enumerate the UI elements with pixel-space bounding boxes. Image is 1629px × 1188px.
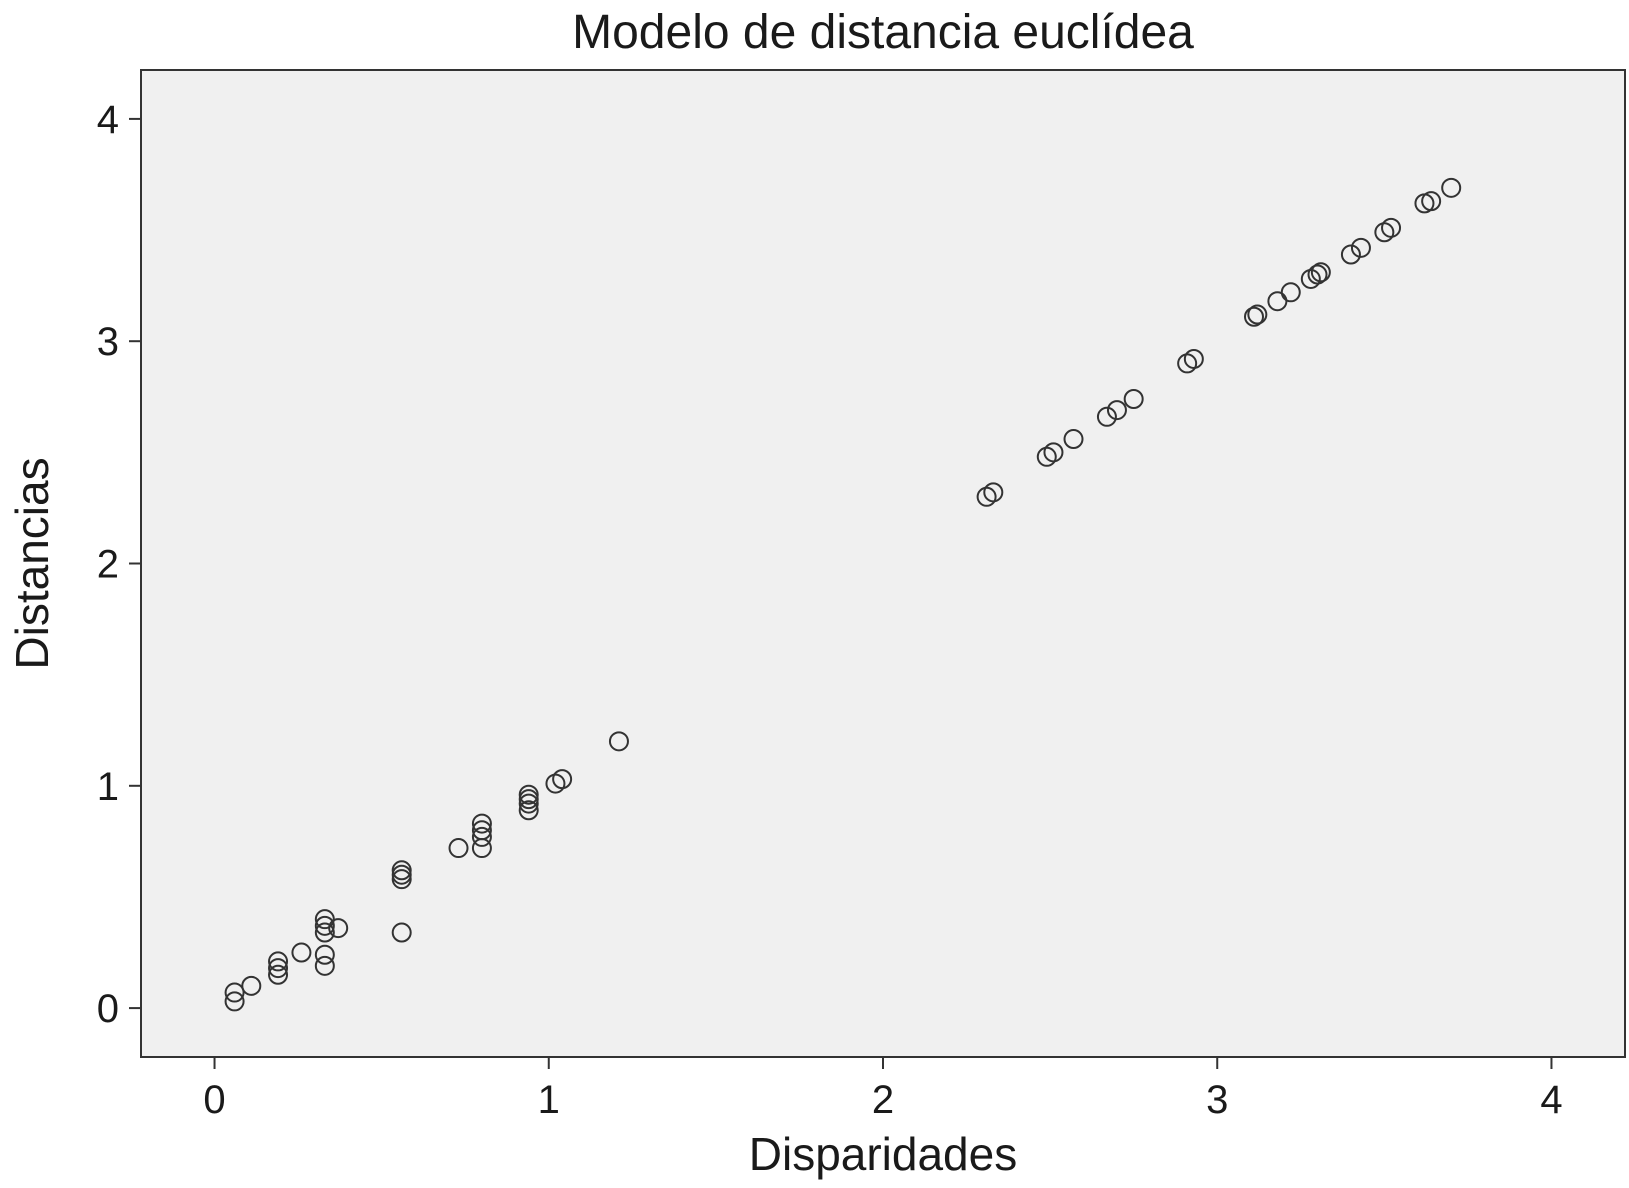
- data-point: [224, 991, 245, 1012]
- data-point: [471, 826, 492, 847]
- x-tick-label: 3: [1206, 1078, 1228, 1122]
- data-point: [518, 800, 539, 821]
- data-point: [471, 813, 492, 834]
- data-point: [518, 793, 539, 814]
- data-point: [314, 955, 335, 976]
- data-point: [314, 922, 335, 943]
- data-point: [268, 958, 289, 979]
- data-point: [391, 922, 412, 943]
- data-point: [1183, 348, 1204, 369]
- data-point: [268, 951, 289, 972]
- data-point: [1350, 237, 1371, 258]
- y-tick-label: 3: [97, 320, 119, 364]
- data-point: [518, 784, 539, 805]
- data-point: [391, 869, 412, 890]
- chart-title: Modelo de distancia euclídea: [572, 6, 1194, 59]
- data-point: [1106, 400, 1127, 421]
- data-point: [448, 838, 469, 859]
- x-tick-label: 0: [203, 1078, 225, 1122]
- y-tick-label: 2: [97, 543, 119, 587]
- x-tick-label: 4: [1540, 1078, 1562, 1122]
- y-axis-label: Distancias: [6, 457, 58, 669]
- data-point: [518, 789, 539, 810]
- data-point: [1247, 304, 1268, 325]
- data-point: [1381, 217, 1402, 238]
- data-point: [391, 860, 412, 881]
- data-point: [608, 731, 629, 752]
- x-tick-label: 2: [872, 1078, 894, 1122]
- data-point: [1441, 177, 1462, 198]
- data-point: [391, 864, 412, 885]
- x-tick-label: 1: [538, 1078, 560, 1122]
- data-point: [1280, 282, 1301, 303]
- data-point: [1421, 191, 1442, 212]
- data-point: [983, 482, 1004, 503]
- data-points: [224, 177, 1462, 1012]
- y-tick-label: 1: [97, 765, 119, 809]
- data-point: [471, 820, 492, 841]
- y-tick-label: 4: [97, 98, 119, 142]
- data-point: [291, 942, 312, 963]
- data-point: [224, 982, 245, 1003]
- data-point: [268, 964, 289, 985]
- plot-area: [140, 69, 1626, 1058]
- data-point: [1340, 244, 1361, 265]
- data-point: [314, 944, 335, 965]
- data-point: [1244, 306, 1264, 327]
- data-point: [552, 769, 573, 790]
- data-point: [1043, 442, 1064, 463]
- axis-ticks: 0 1 2 3 4 0 1 2 3 4: [97, 98, 1563, 1122]
- data-point: [328, 918, 349, 939]
- data-point: [314, 915, 335, 936]
- data-point: [1307, 264, 1328, 285]
- data-point: [1123, 389, 1144, 409]
- y-tick-label: 0: [97, 987, 119, 1031]
- data-point: [1096, 406, 1117, 427]
- x-axis-label: Disparidades: [749, 1128, 1017, 1180]
- data-point: [1310, 262, 1331, 283]
- data-point: [241, 975, 262, 996]
- data-point: [1063, 429, 1084, 450]
